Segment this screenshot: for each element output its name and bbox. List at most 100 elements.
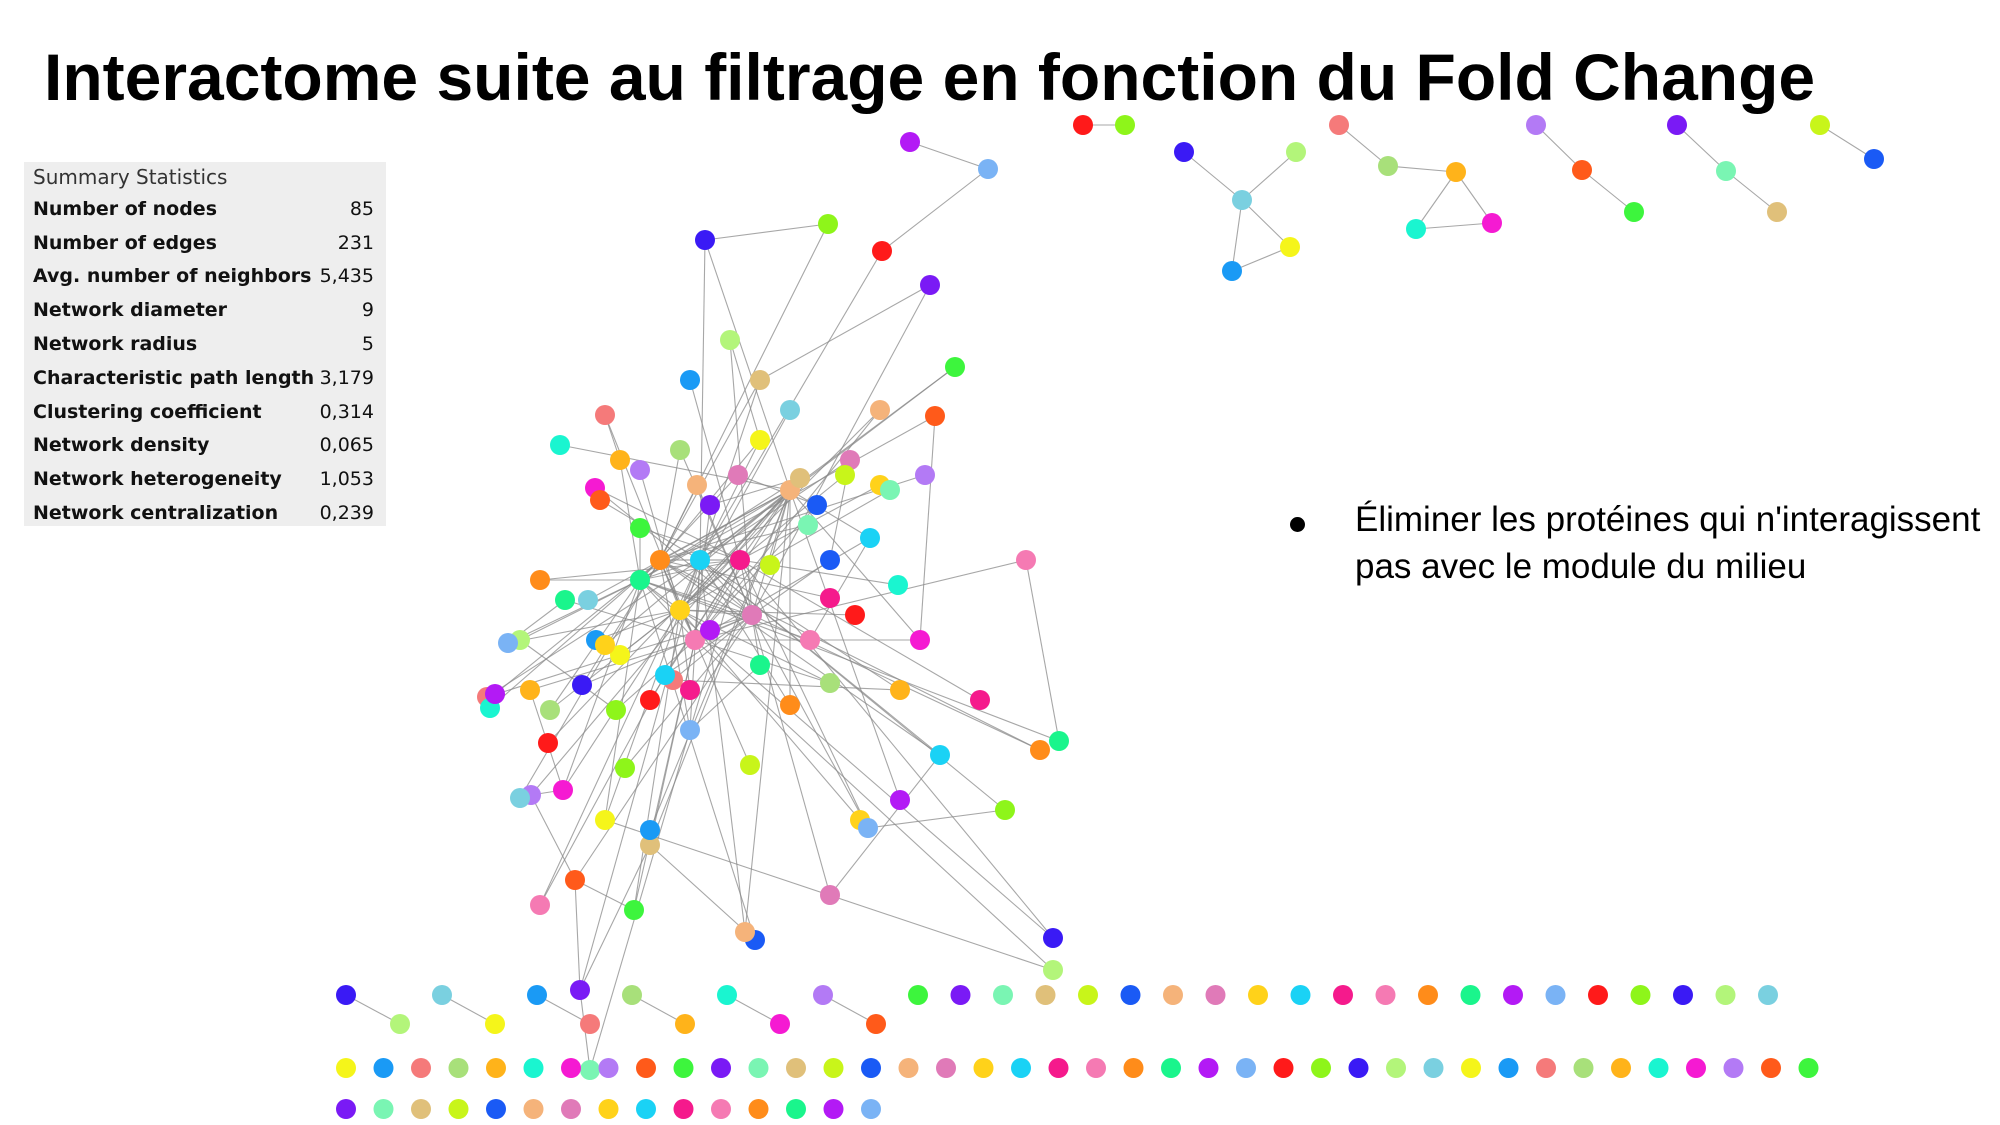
network-edge (649, 489, 791, 846)
network-edge (639, 579, 756, 941)
network-edge (699, 559, 791, 706)
network-edge (649, 844, 756, 941)
protein-node (1673, 985, 1693, 1005)
protein-node (565, 870, 585, 890)
network-edge (789, 489, 871, 539)
protein-node (650, 550, 670, 570)
protein-node (1573, 1058, 1594, 1078)
protein-node (1611, 1058, 1631, 1078)
protein-node (1030, 740, 1050, 760)
protein-node (818, 214, 838, 234)
stat-value: 5 (361, 333, 374, 356)
protein-node (540, 700, 560, 720)
network-edge (639, 579, 1060, 742)
protein-node (823, 1099, 844, 1119)
protein-node (1406, 219, 1426, 239)
protein-node (1333, 985, 1353, 1005)
protein-node (861, 1058, 881, 1078)
summary-statistics-panel: Summary Statistics Number of nodes 85 Nu… (24, 162, 386, 526)
network-edge (595, 609, 681, 641)
protein-node (1545, 985, 1566, 1005)
protein-node (1011, 1058, 1031, 1078)
network-edge (672, 679, 901, 691)
summary-statistics-title: Summary Statistics (33, 165, 228, 189)
protein-node (595, 635, 615, 655)
protein-node (820, 550, 840, 570)
protein-node (615, 758, 635, 778)
protein-node (861, 1099, 881, 1119)
network-edge (1415, 171, 1457, 230)
protein-node (800, 630, 820, 650)
protein-node (995, 800, 1015, 820)
network-edge (1183, 151, 1243, 201)
protein-node (823, 1058, 844, 1078)
protein-node (920, 275, 940, 295)
protein-node (1120, 985, 1141, 1005)
stat-label: Avg. number of neighbors (33, 265, 312, 288)
protein-node (1222, 261, 1242, 281)
protein-node (742, 605, 762, 625)
protein-node (750, 430, 770, 450)
protein-node (798, 515, 818, 535)
network-edge (689, 379, 741, 561)
stat-value: 85 (349, 197, 374, 220)
protein-node (595, 810, 615, 830)
protein-node (860, 528, 880, 548)
protein-node (866, 1014, 886, 1034)
network-edge (694, 639, 1054, 971)
network-nodes (336, 115, 1884, 1119)
network-edge (539, 674, 666, 906)
protein-node (1232, 190, 1252, 210)
protein-node (610, 645, 630, 665)
protein-node (538, 733, 558, 753)
protein-node (1049, 731, 1069, 751)
network-edge (751, 489, 791, 616)
protein-node (888, 575, 908, 595)
network-edge (574, 879, 635, 911)
protein-node (670, 600, 690, 620)
network-edge (1535, 124, 1583, 171)
protein-node (1236, 1058, 1256, 1078)
network-edge (1415, 222, 1493, 230)
protein-node (373, 1058, 394, 1078)
protein-node (786, 1058, 806, 1078)
stat-row-centralization: Network centralization 0,239 (24, 496, 386, 530)
network-edge (829, 754, 941, 896)
protein-node (880, 480, 900, 500)
network-edge (529, 639, 696, 691)
protein-node (1624, 202, 1644, 222)
protein-node (1048, 1058, 1069, 1078)
network-edge (559, 444, 791, 491)
protein-node (1503, 985, 1523, 1005)
stat-row-clustering: Clustering coefficient 0,314 (24, 395, 386, 429)
protein-node (1123, 1058, 1144, 1078)
network-edge (679, 609, 691, 691)
network-edge (1676, 124, 1727, 172)
network-edge (579, 844, 651, 991)
protein-node (373, 1099, 394, 1119)
protein-node (936, 1058, 956, 1078)
protein-node (610, 450, 630, 470)
network-edge (659, 559, 751, 766)
protein-node (1864, 149, 1884, 169)
protein-node (993, 985, 1013, 1005)
protein-node (1461, 1058, 1481, 1078)
protein-node (1161, 1058, 1181, 1078)
protein-node (1375, 985, 1396, 1005)
network-edge (581, 614, 753, 686)
protein-node (1311, 1058, 1331, 1078)
protein-node (530, 895, 550, 915)
network-edge (1231, 199, 1243, 272)
protein-node (1115, 115, 1135, 135)
protein-node (717, 985, 737, 1005)
stat-row-avg-neighbors: Avg. number of neighbors 5,435 (24, 260, 386, 294)
protein-node (945, 357, 965, 377)
network-edge (536, 994, 591, 1025)
protein-node (750, 655, 770, 675)
protein-node (890, 790, 910, 810)
protein-node (1290, 985, 1311, 1005)
protein-node (1798, 1058, 1819, 1078)
protein-node (807, 495, 827, 515)
network-edge (1025, 559, 1060, 742)
